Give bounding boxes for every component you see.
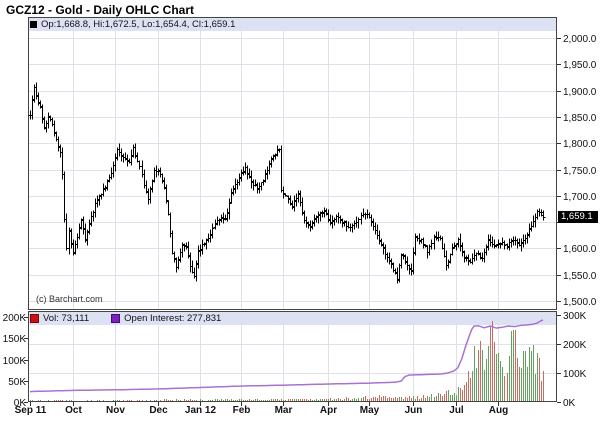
axis-tick-label: Apr	[320, 405, 337, 416]
volume-legend: Vol: 73,111 Open Interest: 277,831	[30, 312, 221, 325]
last-price-tag: 1,659.1	[558, 211, 598, 223]
axis-tick-label: Sep 11	[15, 405, 47, 416]
axis-tick-label: 1,600.0	[563, 244, 597, 255]
axis-tick-label: 0K	[14, 398, 27, 409]
ohlc-bars	[28, 82, 546, 284]
volume-bars	[29, 321, 545, 401]
axis-tick-label: Jul	[449, 405, 464, 416]
volume-legend-text: Vol: 73,111	[43, 313, 90, 324]
axis-tick-label: Oct	[65, 405, 82, 416]
barchart-watermark: (c) Barchart.com	[36, 294, 103, 304]
axis-tick-label: Feb	[233, 405, 251, 416]
axis-tick-label: 1,850.0	[563, 113, 597, 124]
plot-borders	[28, 17, 557, 402]
axis-tick-label: Jan 12	[185, 405, 217, 416]
volume-bars-down	[29, 321, 545, 401]
axis-tick-label: 100K	[3, 356, 27, 367]
axis-tick-label: 200K	[3, 313, 27, 324]
axis-tick-label: May	[360, 405, 380, 416]
axis-tick-label: 300K	[563, 311, 587, 322]
axis-tick-label: 200K	[563, 340, 587, 351]
ohlc-legend-swatch-icon	[30, 21, 37, 28]
axis-tick-label: Jun	[405, 405, 423, 416]
ohlc-price-bars	[28, 82, 546, 284]
axis-tick-label: Dec	[149, 405, 168, 416]
volume-bars-up	[31, 330, 539, 401]
open-interest-legend-swatch-icon	[111, 314, 121, 323]
axis-tick-label: Aug	[489, 405, 508, 416]
open-interest-line	[29, 319, 544, 393]
axis-tick-label: 150K	[3, 334, 27, 345]
axis-tick-label: 1,550.0	[563, 271, 597, 282]
ohlc-legend-text: Op:1,668.8, Hi:1,672.5, Lo:1,654.4, Cl:1…	[41, 19, 236, 30]
axis-tick-label: 2,000.0	[563, 34, 597, 45]
open-interest-legend-text: Open Interest: 277,831	[124, 313, 222, 324]
axis-tick-label: 1,900.0	[563, 87, 597, 98]
axis-tick-label: 1,800.0	[563, 139, 597, 150]
axis-tick-label: Nov	[106, 405, 125, 416]
volume-legend-swatch-icon	[30, 314, 39, 323]
chart-title: GCZ12 - Gold - Daily OHLC Chart	[6, 3, 195, 17]
axis-tick-label: 100K	[563, 369, 587, 380]
axis-tick-label: 1,750.0	[563, 166, 597, 177]
axis-tick-label: 0K	[563, 398, 576, 409]
axis-tick-label: Mar	[275, 405, 293, 416]
axis-tick-label: 1,500.0	[563, 297, 597, 308]
axis-tick-label: 50K	[8, 377, 26, 388]
axis-tick-label: 1,700.0	[563, 192, 597, 203]
open-interest-polyline	[29, 319, 544, 393]
axis-labels: 2,000.0 1,950.0 1,900.0 1,850.0 1,800.0 1,750…	[3, 34, 597, 416]
axis-tick-label: 1,950.0	[563, 60, 597, 71]
ohlc-legend: Op:1,668.8, Hi:1,672.5, Lo:1,654.4, Cl:1…	[30, 18, 235, 31]
